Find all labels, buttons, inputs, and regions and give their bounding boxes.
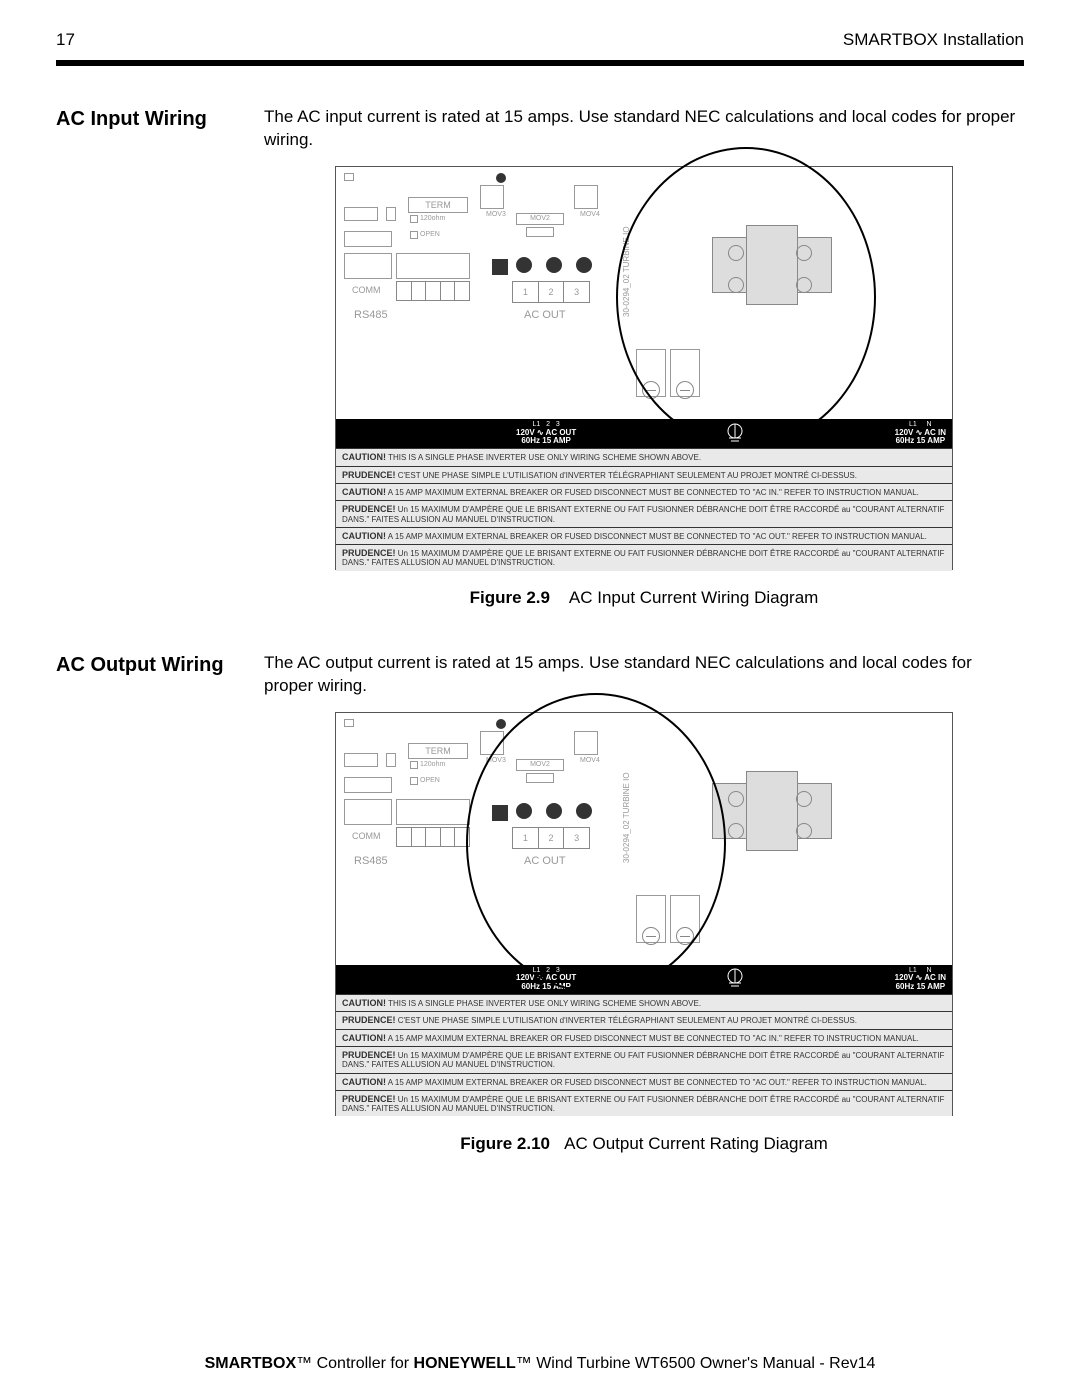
body-text: The AC output current is rated at 15 amp… [264,652,1024,698]
footer-tm2: ™ Wind Turbine WT6500 Owner's Manual - R… [516,1355,876,1372]
section-body: The AC output current is rated at 15 amp… [264,652,1024,1176]
figure-wrap: TERM120ohmOPENCOMMRS485MOV2MOV3MOV4123AC… [264,712,1024,1116]
section-heading: AC Output Wiring [56,652,264,1176]
section-body: The AC input current is rated at 15 amps… [264,106,1024,630]
caption-bold: Figure 2.10 [460,1134,550,1153]
figure-2-9: TERM120ohmOPENCOMMRS485MOV2MOV3MOV4123AC… [335,166,953,570]
caption-bold: Figure 2.9 [470,588,550,607]
section-ac-input: AC Input Wiring The AC input current is … [56,106,1024,630]
figure-caption: Figure 2.9 AC Input Current Wiring Diagr… [264,588,1024,608]
figure-wrap: TERM120ohmOPENCOMMRS485MOV2MOV3MOV4123AC… [264,166,1024,570]
body-text: The AC input current is rated at 15 amps… [264,106,1024,152]
footer-bold2: HONEYWELL [414,1355,516,1372]
section-ac-output: AC Output Wiring The AC output current i… [56,652,1024,1176]
page-number: 17 [56,30,75,50]
header-rule [56,60,1024,66]
figure-caption: Figure 2.10 AC Output Current Rating Dia… [264,1134,1024,1154]
footer-bold1: SMARTBOX [205,1355,297,1372]
page: 17 SMARTBOX Installation AC Input Wiring… [56,30,1024,1198]
footer-tm1: ™ Controller for [296,1355,413,1372]
section-heading: AC Input Wiring [56,106,264,630]
header-title: SMARTBOX Installation [843,30,1024,50]
figure-2-10: TERM120ohmOPENCOMMRS485MOV2MOV3MOV4123AC… [335,712,953,1116]
page-footer: SMARTBOX™ Controller for HONEYWELL™ Wind… [0,1355,1080,1373]
caption-text: AC Output Current Rating Diagram [564,1134,828,1153]
caption-text: AC Input Current Wiring Diagram [569,588,818,607]
page-header: 17 SMARTBOX Installation [56,30,1024,50]
